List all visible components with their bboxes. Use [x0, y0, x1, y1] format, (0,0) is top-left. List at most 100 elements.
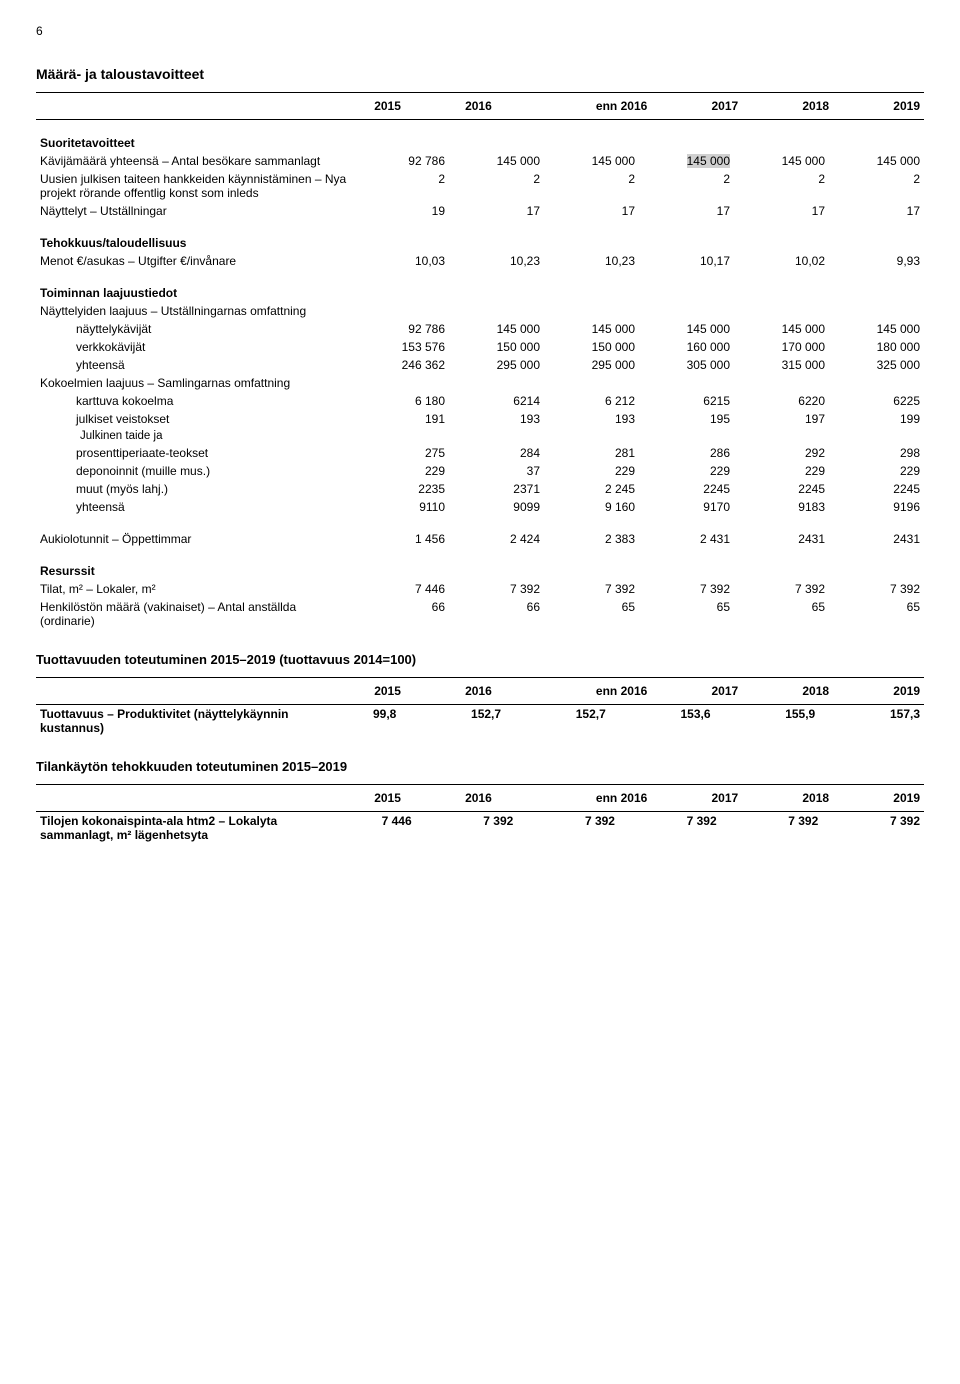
title-main: Määrä- ja taloustavoitteet: [36, 66, 924, 82]
row-label: Henkilöstön määrä (vakinaiset) – Antal a…: [36, 598, 354, 630]
cell: 9183: [734, 498, 829, 516]
row-label: Tilojen kokonaispinta-ala htm2 – Lokalyt…: [36, 812, 314, 844]
cell: 65: [544, 598, 639, 630]
cell: 7 392: [619, 812, 721, 844]
cell: 180 000: [829, 338, 924, 356]
cell: 145 000: [734, 320, 829, 338]
cell: 295 000: [544, 356, 639, 374]
cell: 6214: [449, 392, 544, 410]
section-toiminnan: Toiminnan laajuustiedot: [36, 284, 924, 302]
cell: 286: [639, 444, 734, 462]
cell: 170 000: [734, 338, 829, 356]
cell: 92 786: [354, 320, 449, 338]
cell: 7 392: [416, 812, 518, 844]
cell: 66: [449, 598, 544, 630]
cell: 152,7: [505, 705, 610, 737]
col-2015: 2015: [314, 785, 405, 811]
cell: 2245: [734, 480, 829, 498]
row-label: Julkinen taide ja: [36, 428, 354, 444]
cell: 229: [639, 462, 734, 480]
row-henk: Henkilöstön määrä (vakinaiset) – Antal a…: [36, 598, 924, 630]
cell: 145 000: [639, 152, 734, 170]
col-enn2016: enn 2016: [496, 785, 652, 811]
cell: 199: [829, 410, 924, 428]
cell: 150 000: [544, 338, 639, 356]
cell: 10,02: [734, 252, 829, 270]
col-2015: 2015: [314, 678, 405, 704]
cell: 157,3: [819, 705, 924, 737]
cell: 292: [734, 444, 829, 462]
cell: 17: [639, 202, 734, 220]
col-2019: 2019: [833, 785, 924, 811]
row-label: Uusien julkisen taiteen hankkeiden käynn…: [36, 170, 354, 202]
cell: 66: [354, 598, 449, 630]
row-label: näyttelykävijät: [36, 320, 354, 338]
year-header-row-3: 2015 2016 enn 2016 2017 2018 2019: [36, 785, 924, 811]
cell: 2235: [354, 480, 449, 498]
row-label: Näyttelyiden laajuus – Utställningarnas …: [36, 302, 354, 320]
cell: 229: [829, 462, 924, 480]
row-label: prosenttiperiaate-teokset: [36, 444, 354, 462]
cell: 315 000: [734, 356, 829, 374]
cell: 2 245: [544, 480, 639, 498]
cell: 9196: [829, 498, 924, 516]
cell: 160 000: [639, 338, 734, 356]
cell: 284: [449, 444, 544, 462]
cell: 153 576: [354, 338, 449, 356]
col-2019: 2019: [833, 678, 924, 704]
col-2019: 2019: [833, 93, 924, 119]
section-label: Resurssit: [36, 562, 354, 580]
col-2016: 2016: [405, 678, 496, 704]
cell: 145 000: [829, 320, 924, 338]
cell: 6220: [734, 392, 829, 410]
cell: 152,7: [400, 705, 505, 737]
cell: 145 000: [449, 152, 544, 170]
cell: 155,9: [715, 705, 820, 737]
cell: 17: [829, 202, 924, 220]
page-number: 6: [36, 24, 924, 38]
table-main: 2015 2016 enn 2016 2017 2018 2019: [36, 93, 924, 119]
row-label: Tuottavuus – Produktivitet (näyttelykäyn…: [36, 705, 314, 737]
row-julkinen-taide: Julkinen taide ja: [36, 428, 924, 444]
cell: 2 383: [544, 530, 639, 548]
cell: 305 000: [639, 356, 734, 374]
cell: 145 000: [544, 320, 639, 338]
row-deponoinnit: deponoinnit (muille mus.) 229 37 229 229…: [36, 462, 924, 480]
row-tilojen: Tilojen kokonaispinta-ala htm2 – Lokalyt…: [36, 812, 924, 844]
cell: 246 362: [354, 356, 449, 374]
cell: 9099: [449, 498, 544, 516]
cell: 7 392: [544, 580, 639, 598]
row-yht1: yhteensä 246 362 295 000 295 000 305 000…: [36, 356, 924, 374]
cell: 2245: [639, 480, 734, 498]
cell: 2: [734, 170, 829, 202]
col-2018: 2018: [742, 785, 833, 811]
row-label: verkkokävijät: [36, 338, 354, 356]
cell: 298: [829, 444, 924, 462]
row-label: yhteensä: [36, 498, 354, 516]
cell: 10,23: [544, 252, 639, 270]
row-label: karttuva kokoelma: [36, 392, 354, 410]
section-label: Toiminnan laajuustiedot: [36, 284, 354, 302]
section-label: Suoritetavoitteet: [36, 134, 354, 152]
col-2017: 2017: [651, 785, 742, 811]
row-nayttelykav: näyttelykävijät 92 786 145 000 145 000 1…: [36, 320, 924, 338]
row-nlaajuus: Näyttelyiden laajuus – Utställningarnas …: [36, 302, 924, 320]
row-verkkokav: verkkokävijät 153 576 150 000 150 000 16…: [36, 338, 924, 356]
cell: 17: [544, 202, 639, 220]
section-tehokkuus: Tehokkuus/taloudellisuus: [36, 234, 924, 252]
cell: 325 000: [829, 356, 924, 374]
cell: 19: [354, 202, 449, 220]
cell: 6225: [829, 392, 924, 410]
row-tuottavuus: Tuottavuus – Produktivitet (näyttelykäyn…: [36, 705, 924, 737]
cell: 193: [449, 410, 544, 428]
cell: 197: [734, 410, 829, 428]
col-2017: 2017: [651, 93, 742, 119]
cell: 193: [544, 410, 639, 428]
row-kokoelm: Kokoelmien laajuus – Samlingarnas omfatt…: [36, 374, 924, 392]
cell: 1 456: [354, 530, 449, 548]
cell: 7 392: [449, 580, 544, 598]
cell: 150 000: [449, 338, 544, 356]
table-body: Suoritetavoitteet Kävijämäärä yhteensä –…: [36, 120, 924, 630]
col-2016: 2016: [405, 785, 496, 811]
title-tuottavuus: Tuottavuuden toteutuminen 2015–2019 (tuo…: [36, 652, 924, 667]
